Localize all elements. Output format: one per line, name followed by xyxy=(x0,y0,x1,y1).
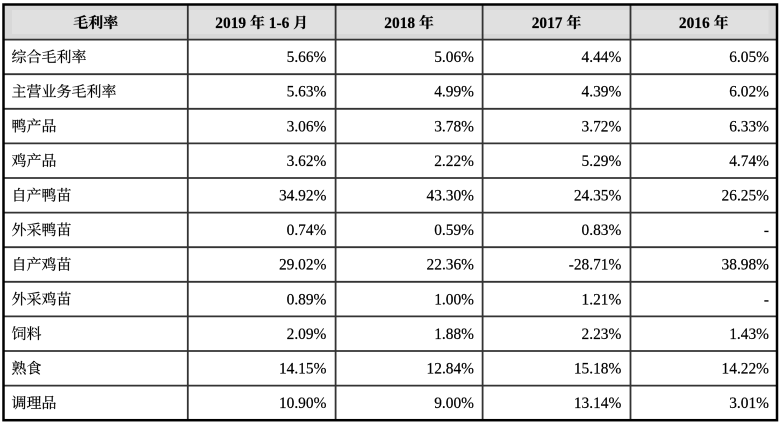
svg-text:6.02%: 6.02% xyxy=(729,84,769,101)
svg-text:2019: 2019 xyxy=(215,15,246,32)
svg-text:3.78%: 3.78% xyxy=(434,118,474,135)
svg-text:-: - xyxy=(764,222,769,239)
svg-text:15.18%: 15.18% xyxy=(574,361,622,378)
svg-text:1.00%: 1.00% xyxy=(434,291,474,308)
svg-text:1.43%: 1.43% xyxy=(729,326,769,343)
svg-text:0.83%: 0.83% xyxy=(582,222,622,239)
svg-text:1-6: 1-6 xyxy=(269,15,290,32)
svg-text:3.06%: 3.06% xyxy=(287,118,327,135)
svg-text:1.88%: 1.88% xyxy=(434,326,474,343)
svg-text:5.66%: 5.66% xyxy=(287,49,327,66)
svg-text:4.99%: 4.99% xyxy=(434,84,474,101)
svg-text:10.90%: 10.90% xyxy=(279,395,327,412)
svg-text:-28.71%: -28.71% xyxy=(569,257,622,274)
svg-text:2.22%: 2.22% xyxy=(434,153,474,170)
svg-text:34.92%: 34.92% xyxy=(279,188,327,205)
svg-text:1.21%: 1.21% xyxy=(582,291,622,308)
svg-text:29.02%: 29.02% xyxy=(279,257,327,274)
svg-text:4.39%: 4.39% xyxy=(582,84,622,101)
svg-text:-: - xyxy=(764,291,769,308)
svg-text:4.44%: 4.44% xyxy=(582,49,622,66)
svg-text:12.84%: 12.84% xyxy=(427,361,475,378)
svg-text:2017: 2017 xyxy=(532,15,563,32)
svg-text:43.30%: 43.30% xyxy=(427,188,475,205)
svg-text:14.15%: 14.15% xyxy=(279,361,327,378)
svg-text:3.62%: 3.62% xyxy=(287,153,327,170)
svg-text:14.22%: 14.22% xyxy=(722,361,770,378)
svg-text:38.98%: 38.98% xyxy=(722,257,770,274)
svg-text:9.00%: 9.00% xyxy=(434,395,474,412)
svg-text:2016: 2016 xyxy=(679,15,710,32)
svg-text:0.89%: 0.89% xyxy=(287,291,327,308)
svg-text:2.23%: 2.23% xyxy=(582,326,622,343)
svg-text:26.25%: 26.25% xyxy=(722,188,770,205)
svg-text:3.01%: 3.01% xyxy=(729,395,769,412)
svg-text:5.06%: 5.06% xyxy=(434,49,474,66)
svg-text:3.72%: 3.72% xyxy=(582,118,622,135)
svg-text:5.63%: 5.63% xyxy=(287,84,327,101)
svg-text:2.09%: 2.09% xyxy=(287,326,327,343)
svg-text:24.35%: 24.35% xyxy=(574,188,622,205)
svg-text:0.74%: 0.74% xyxy=(287,222,327,239)
svg-text:22.36%: 22.36% xyxy=(427,257,475,274)
svg-text:6.05%: 6.05% xyxy=(729,49,769,66)
svg-text:4.74%: 4.74% xyxy=(729,153,769,170)
svg-text:2018: 2018 xyxy=(384,15,415,32)
svg-text:6.33%: 6.33% xyxy=(729,118,769,135)
svg-text:5.29%: 5.29% xyxy=(582,153,622,170)
svg-text:0.59%: 0.59% xyxy=(434,222,474,239)
svg-text:13.14%: 13.14% xyxy=(574,395,622,412)
